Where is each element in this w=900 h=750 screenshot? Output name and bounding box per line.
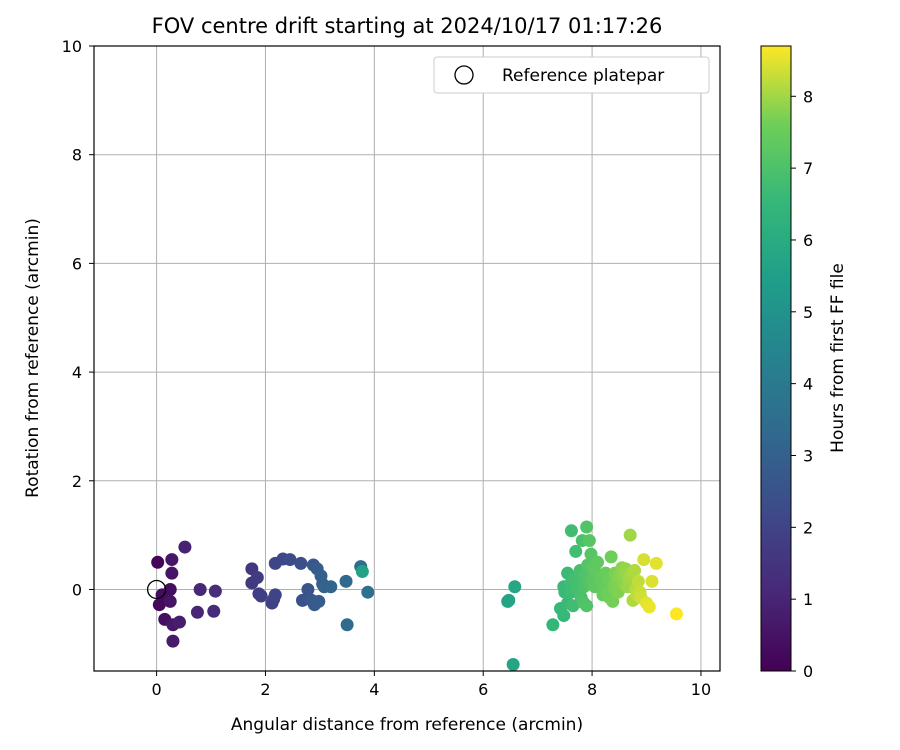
data-point (508, 580, 522, 594)
y-tick-label: 8 (72, 146, 82, 165)
y-tick-label: 2 (72, 472, 82, 491)
x-tick-label: 10 (691, 680, 711, 699)
x-tick-label: 2 (260, 680, 270, 699)
colorbar-tick-label: 6 (803, 231, 813, 250)
data-point (324, 580, 338, 594)
data-point (340, 618, 354, 632)
data-point (669, 607, 683, 621)
legend-box (433, 56, 710, 94)
y-axis: 0 2 4 6 8 10 (62, 37, 94, 599)
legend-marker-icon (454, 65, 474, 85)
data-point (294, 556, 308, 570)
data-points (151, 520, 683, 671)
data-point (193, 582, 207, 596)
data-point (355, 565, 369, 579)
data-point (564, 524, 578, 538)
data-point (628, 563, 642, 577)
data-point (623, 528, 637, 542)
colorbar-ticks: 0 1 2 3 4 5 6 7 8 (791, 87, 813, 681)
y-tick-label: 4 (72, 363, 82, 382)
colorbar-label: Hours from first FF file (828, 263, 848, 453)
data-point (649, 556, 663, 570)
data-point (339, 574, 353, 588)
y-tick-label: 0 (72, 580, 82, 599)
data-point (250, 571, 264, 585)
data-point (569, 544, 583, 558)
data-point (166, 634, 180, 648)
colorbar-tick-label: 5 (803, 303, 813, 322)
x-tick-label: 8 (587, 680, 597, 699)
data-point (637, 553, 651, 567)
data-point (557, 609, 571, 623)
data-point (254, 589, 268, 603)
data-point (642, 600, 656, 614)
data-point (580, 599, 594, 613)
colorbar-tick-label: 0 (803, 662, 813, 681)
colorbar-tick-label: 1 (803, 590, 813, 609)
x-tick-label: 0 (152, 680, 162, 699)
data-point (172, 615, 186, 629)
data-point (152, 598, 166, 612)
y-axis-label: Rotation from reference (arcmin) (23, 218, 43, 498)
x-axis: 0 2 4 6 8 10 (152, 671, 711, 699)
data-point (163, 594, 177, 608)
data-point (165, 553, 179, 567)
data-point (151, 555, 165, 569)
data-point (165, 566, 179, 580)
data-point (163, 582, 177, 596)
data-point (604, 550, 618, 564)
data-point (361, 585, 375, 599)
colorbar-tick-label: 3 (803, 446, 813, 465)
data-point (208, 584, 222, 598)
legend-label: Reference platepar (502, 66, 664, 86)
data-point (295, 593, 309, 607)
y-tick-label: 6 (72, 254, 82, 273)
data-point (591, 555, 605, 569)
x-tick-label: 4 (369, 680, 379, 699)
data-point (283, 553, 297, 567)
data-point (312, 594, 326, 608)
data-point (546, 618, 560, 632)
data-point (301, 582, 315, 596)
data-point (580, 520, 594, 534)
colorbar-tick-label: 8 (803, 87, 813, 106)
data-point (190, 605, 204, 619)
colorbar-tick-label: 7 (803, 159, 813, 178)
data-point (566, 599, 580, 613)
data-point (645, 574, 659, 588)
data-point (582, 534, 596, 548)
plot-frame (93, 45, 721, 672)
chart-title: FOV centre drift starting at 2024/10/17 … (152, 14, 663, 38)
reference-point-marker (146, 579, 167, 600)
data-point (506, 657, 520, 671)
x-axis-label: Angular distance from reference (arcmin) (231, 715, 583, 735)
colorbar-gradient (760, 45, 792, 672)
data-point (631, 574, 645, 588)
colorbar-tick-label: 2 (803, 518, 813, 537)
colorbar-tick-label: 4 (803, 375, 813, 394)
data-point (178, 540, 192, 554)
data-point (207, 604, 221, 618)
data-point (502, 593, 516, 607)
x-tick-label: 6 (478, 680, 488, 699)
y-tick-label: 10 (62, 37, 82, 56)
data-point (268, 588, 282, 602)
legend: Reference platepar (433, 56, 710, 94)
colorbar: 0 1 2 3 4 5 6 7 8 Hours from first FF file (760, 45, 848, 681)
